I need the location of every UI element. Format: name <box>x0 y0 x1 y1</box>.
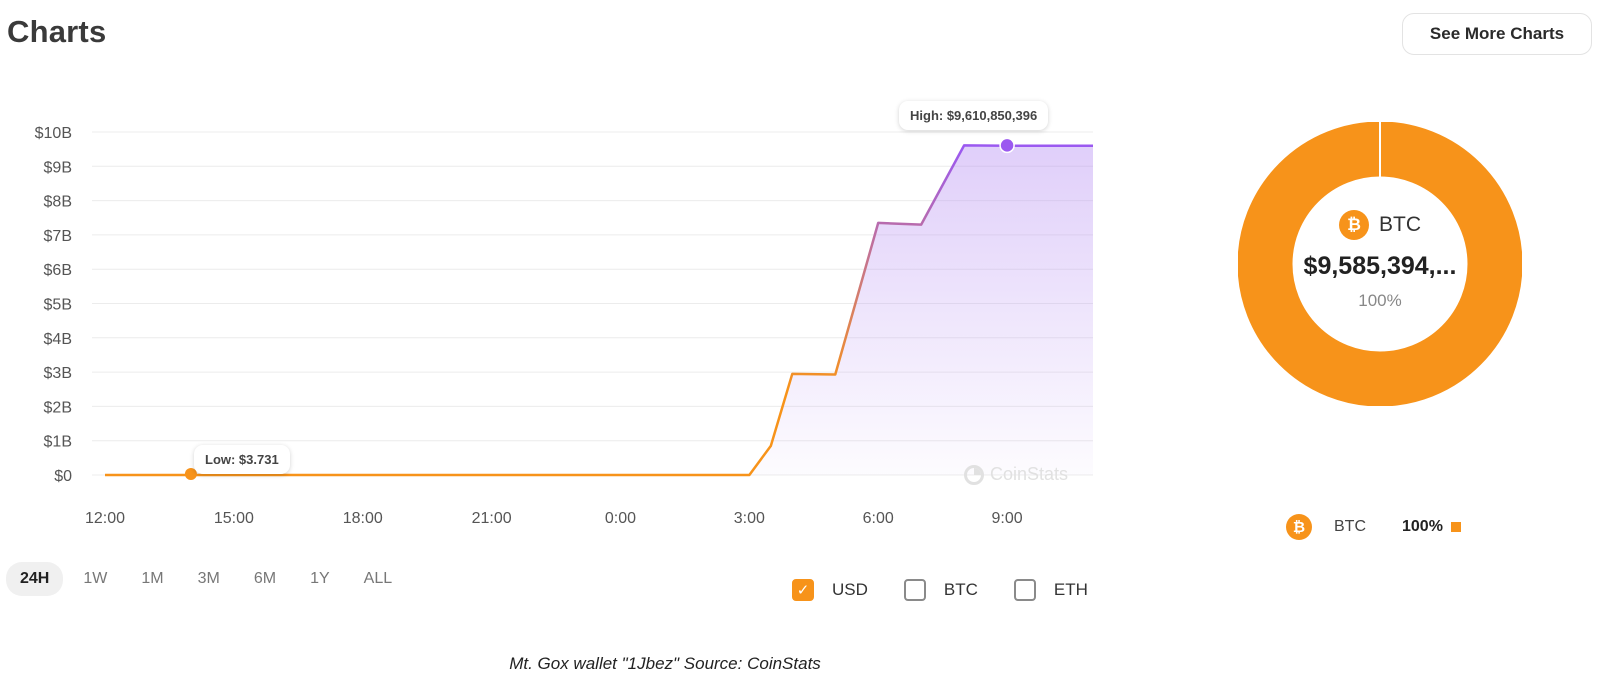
coinstats-logo-icon <box>964 464 984 485</box>
bitcoin-icon: ₿ <box>1339 209 1369 240</box>
currency-eth-option[interactable]: ETH <box>1013 579 1088 601</box>
high-point-marker <box>999 137 1015 154</box>
usd-label: USD <box>832 580 868 599</box>
y-tick-label: $10B <box>35 125 72 142</box>
legend-bitcoin-icon: ₿ <box>1286 514 1312 540</box>
range-24h-button[interactable]: 24H <box>6 562 64 596</box>
y-tick-label: $7B <box>44 228 72 245</box>
donut-ring <box>1237 121 1523 407</box>
x-tick-label: 12:00 <box>85 510 125 527</box>
donut-percent: 100% <box>1358 290 1402 310</box>
figure-caption: Mt. Gox wallet "1Jbez" Source: CoinStats <box>509 654 821 673</box>
x-tick-label: 18:00 <box>343 510 383 527</box>
range-3m-button[interactable]: 3M <box>197 570 220 587</box>
y-tick-label: $8B <box>44 194 72 211</box>
y-tick-label: $9B <box>44 159 72 176</box>
range-1m-button[interactable]: 1M <box>141 570 164 587</box>
see-more-charts-button[interactable]: See More Charts <box>1402 13 1592 55</box>
currency-btc-option[interactable]: BTC <box>903 579 978 601</box>
coinstats-watermark: CoinStats <box>964 464 1068 485</box>
x-tick-label: 21:00 <box>472 510 512 527</box>
page-title: Charts <box>7 14 107 49</box>
range-6m-button[interactable]: 6M <box>253 570 277 587</box>
x-tick-label: 9:00 <box>992 510 1023 527</box>
legend-color-swatch <box>1450 522 1461 532</box>
x-tick-label: 15:00 <box>214 510 254 527</box>
legend-coin-name: BTC <box>1334 518 1366 535</box>
y-tick-label: $1B <box>44 434 72 451</box>
x-tick-label: 6:00 <box>863 510 894 527</box>
eth-checkbox[interactable] <box>1013 579 1036 601</box>
y-tick-label: $4B <box>44 331 72 348</box>
y-tick-label: $2B <box>44 399 72 416</box>
time-range-selector: 24H 1W 1M 3M 6M 1Y ALL <box>6 562 406 596</box>
low-point-marker <box>184 468 197 480</box>
btc-checkbox[interactable] <box>903 579 926 601</box>
currency-usd-option[interactable]: ✓ USD <box>792 579 868 601</box>
high-tooltip: High: $9,610,850,396 <box>899 101 1049 130</box>
allocation-legend: ₿ BTC 100% <box>1286 514 1461 540</box>
watermark-text: CoinStats <box>990 464 1069 484</box>
allocation-donut: ₿ BTC $9,585,394,... 100% <box>1237 121 1523 407</box>
eth-label: ETH <box>1053 580 1088 599</box>
donut-coin-row: ₿ BTC <box>1339 209 1421 240</box>
y-tick-label: $5B <box>44 297 72 314</box>
area-fill <box>105 145 1093 475</box>
legend-percent: 100% <box>1402 518 1443 535</box>
y-tick-label: $6B <box>44 262 72 279</box>
usd-checkbox[interactable]: ✓ <box>792 579 814 601</box>
x-tick-label: 0:00 <box>605 510 636 527</box>
range-1w-button[interactable]: 1W <box>83 570 108 587</box>
y-tick-label: $3B <box>44 365 72 382</box>
balance-line-chart: $0 $1B $2B $3B $4B $5B $6B $7B $8B $9B $10B 12:00 15… <box>35 125 1093 527</box>
donut-center: ₿ BTC $9,585,394,... 100% <box>1238 122 1522 406</box>
y-tick-label: $0 <box>54 468 72 485</box>
donut-coin-name: BTC <box>1379 212 1421 236</box>
range-all-button[interactable]: ALL <box>363 570 393 587</box>
x-tick-label: 3:00 <box>734 510 765 527</box>
btc-label: BTC <box>943 580 978 599</box>
low-tooltip: Low: $3.731 <box>194 445 290 474</box>
currency-selector: ✓ USD BTC ETH <box>792 579 1088 601</box>
range-1y-button[interactable]: 1Y <box>310 570 330 587</box>
donut-total-value: $9,585,394,... <box>1303 251 1457 280</box>
